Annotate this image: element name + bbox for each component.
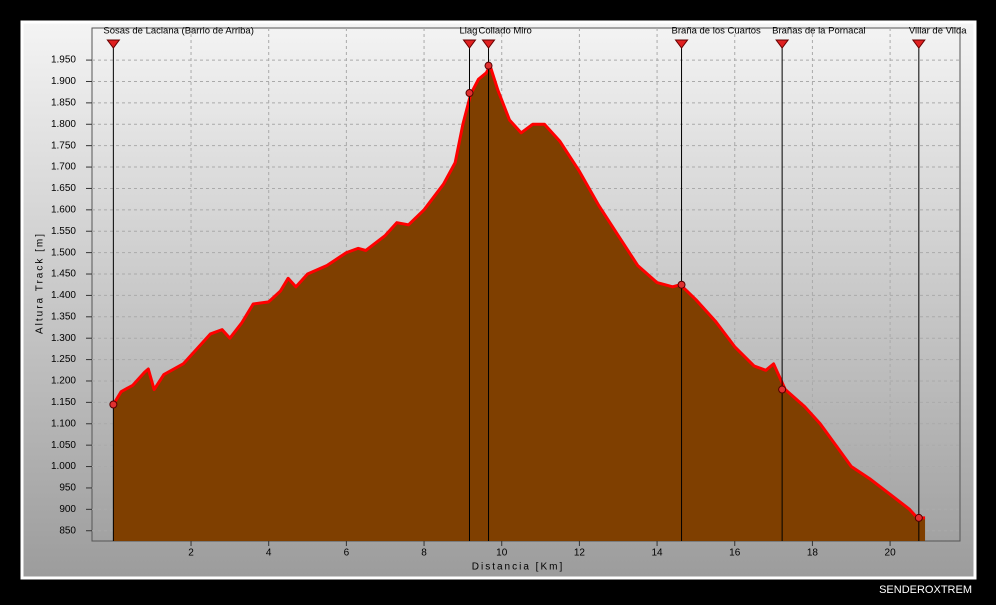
x-tick-label: 12 — [574, 548, 586, 559]
waypoint-marker — [109, 400, 118, 409]
waypoint-flag — [775, 39, 790, 49]
plot: Sosas de Laciana (Barrio de Arriba) Llag C… — [92, 26, 967, 542]
y-tick-label: 1.650 — [51, 183, 76, 194]
y-tick-label: 1.950 — [51, 55, 76, 66]
waypoint-flag — [674, 39, 689, 49]
y-tick-label: 1.500 — [51, 247, 76, 258]
y-tick-label: 1.400 — [51, 290, 76, 301]
y-tick-label: 1.700 — [51, 162, 76, 173]
y-tick-label: 1.200 — [51, 376, 76, 387]
y-tick-label: 1.800 — [51, 119, 76, 130]
y-tick-label: 1.450 — [51, 269, 76, 280]
y-tick-label: 850 — [59, 525, 76, 536]
waypoint-marker — [914, 513, 923, 522]
x-tick-label: 8 — [421, 548, 427, 559]
waypoint-flag — [911, 39, 926, 49]
area — [113, 65, 926, 542]
waypoint-flag — [462, 39, 477, 49]
waypoint-flag — [481, 39, 496, 49]
waypoint-label: Collado Miro — [479, 26, 532, 37]
x-tick-label: 16 — [729, 548, 741, 559]
waypoint-marker — [677, 280, 686, 289]
x-tick-label: 10 — [496, 548, 508, 559]
x-tick-label: 4 — [266, 548, 272, 559]
waypoint-marker — [778, 385, 787, 394]
y-tick-label: 950 — [59, 483, 76, 494]
y-tick-label: 1.900 — [51, 76, 76, 87]
waypoint-marker — [465, 89, 474, 98]
y-tick-label: 1.050 — [51, 440, 76, 451]
y-tick-label: 1.000 — [51, 461, 76, 472]
x-tick-label: 6 — [344, 548, 350, 559]
waypoint-label: Llag — [459, 26, 477, 37]
x-axis-title: Distancia [Km] — [472, 562, 564, 573]
y-tick-label: 1.300 — [51, 333, 76, 344]
y-tick-label: 1.350 — [51, 311, 76, 322]
y-tick-label: 1.250 — [51, 354, 76, 365]
waypoint-label: Braña de los Cuartos — [672, 26, 761, 37]
y-tick-label: 1.850 — [51, 98, 76, 109]
y-tick-label: 1.600 — [51, 204, 76, 215]
y-tick-label: 1.750 — [51, 140, 76, 151]
y-tick-label: 900 — [59, 504, 76, 515]
x-tick-label: 18 — [807, 548, 819, 559]
y-axis-title: Altura Track [m] — [35, 232, 46, 334]
waypoint-label: Sosas de Laciana (Barrio de Arriba) — [103, 26, 254, 37]
y-tick-label: 1.100 — [51, 418, 76, 429]
waypoint-marker — [484, 61, 493, 70]
waypoint-label: Brañas de la Pornacal — [772, 26, 865, 37]
waypoint-flag — [106, 39, 121, 49]
profile-line — [112, 64, 926, 520]
x-tick-label: 2 — [188, 548, 194, 559]
watermark: SENDEROXTREM — [879, 584, 972, 596]
y-tick-label: 1.150 — [51, 397, 76, 408]
y-tick-label: 1.550 — [51, 226, 76, 237]
x-tick-label: 20 — [885, 548, 897, 559]
waypoint-label: Villar de Vilda — [909, 26, 967, 37]
x-tick-label: 14 — [652, 548, 664, 559]
